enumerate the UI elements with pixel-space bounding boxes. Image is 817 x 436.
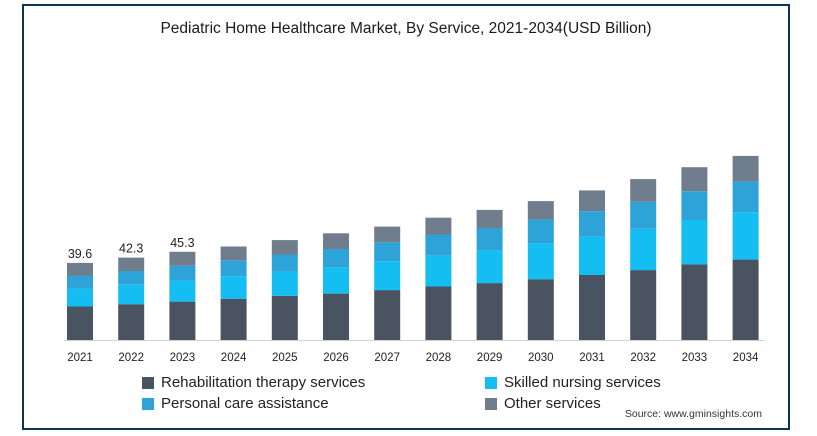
chart-frame: Pediatric Home Healthcare Market, By Ser… [22,4,790,430]
bar-segment-2026-series-0 [323,293,349,340]
bar-segment-2027-series-3 [374,226,401,243]
x-tick-label-2029: 2029 [477,352,503,364]
x-tick-label-2022: 2022 [118,352,144,364]
x-tick-label-2033: 2033 [682,352,708,364]
x-tick-label-2026: 2026 [323,352,349,364]
bar-segment-2031-series-3 [579,190,605,211]
bar-segment-2029-series-1 [476,250,503,284]
x-tick-label-2034: 2034 [733,352,759,364]
chart-title: Pediatric Home Healthcare Market, By Ser… [160,20,652,37]
x-tick-label-2027: 2027 [374,352,400,364]
bar-segment-2025-series-1 [271,271,298,296]
bar-segment-2022-series-3 [118,257,145,271]
x-tick-label-2023: 2023 [170,352,196,364]
x-tick-label-2032: 2032 [630,352,656,364]
bar-segment-2025-series-3 [271,240,298,255]
x-tick-label-2025: 2025 [272,352,298,364]
bar-segment-2033-series-2 [681,191,708,220]
bar-segment-2024-series-3 [220,246,247,261]
legend-swatch-other-services [485,397,497,410]
bar-segment-2029-series-2 [476,228,503,251]
bar-segment-2023-series-0 [169,301,196,340]
legend-swatch-personal-care [142,397,154,410]
bar-segment-2034-series-0 [732,259,759,340]
bar-segment-2032-series-1 [630,228,657,271]
legend-item-rehabilitation: Rehabilitation therapy services [142,374,365,391]
bar-segment-2027-series-1 [374,261,401,291]
bar-segment-2027-series-0 [374,290,401,340]
bar-segment-2032-series-2 [630,201,657,229]
bar-segment-2030-series-1 [527,243,554,280]
bar-segment-2033-series-0 [681,264,708,340]
bar-segment-2033-series-1 [681,220,708,265]
legend-swatch-rehabilitation [142,376,154,389]
bar-segment-2028-series-2 [425,234,452,256]
bar-segment-2023-series-1 [169,280,196,302]
x-tick-label-2028: 2028 [426,352,452,364]
bar-segment-2029-series-0 [476,283,503,340]
bar-segment-2023-series-3 [169,251,196,266]
bar-segment-2025-series-0 [271,295,298,340]
bar-segment-2021-series-3 [67,262,93,276]
bar-segment-2034-series-1 [732,212,759,260]
bar-segment-2034-series-3 [732,155,759,182]
bar-segment-2023-series-2 [169,265,196,281]
bar-segment-2022-series-1 [118,284,145,305]
bar-segment-2024-series-2 [220,260,247,277]
bar-segment-2031-series-2 [579,211,605,237]
bar-segment-2033-series-3 [681,167,708,192]
x-tick-label-2024: 2024 [221,352,247,364]
bar-segment-2026-series-3 [323,233,349,250]
x-tick-label-2030: 2030 [528,352,554,364]
data-label-2021: 39.6 [68,247,92,261]
legend-swatch-skilled-nursing [485,376,497,389]
bar-segment-2022-series-2 [118,271,145,285]
bar-segment-2028-series-0 [425,286,452,340]
legend-label-other-services: Other services [504,395,601,412]
legend-label-rehabilitation: Rehabilitation therapy services [161,374,366,391]
bar-segment-2025-series-2 [271,254,298,272]
bar-chart: 39.6 2021 42.3 2022 45.3 2023 2024 2025 2026 2027… [64,155,764,364]
legend-item-skilled-nursing: Skilled nursing services [485,374,661,391]
bar-segment-2026-series-2 [323,249,349,268]
data-label-2022: 42.3 [119,242,143,256]
bar-segment-2032-series-3 [630,179,657,202]
bar-segment-2030-series-0 [527,279,554,340]
bar-segment-2031-series-0 [579,274,605,340]
bar-segment-2024-series-1 [220,276,247,299]
legend-label-skilled-nursing: Skilled nursing services [504,374,661,391]
x-tick-label-2021: 2021 [67,352,93,364]
bar-segment-2029-series-3 [476,209,503,228]
legend-item-other-services: Other services [485,395,601,412]
bar-segment-2030-series-3 [527,201,554,220]
bar-segment-2028-series-1 [425,255,452,287]
legend-label-personal-care: Personal care assistance [161,395,329,412]
bar-segment-2026-series-1 [323,267,349,294]
bar-segment-2021-series-1 [67,288,93,307]
x-tick-label-2031: 2031 [579,352,605,364]
source-note: Source: www.gminsights.com [624,408,762,420]
bar-segment-2034-series-2 [732,181,759,213]
bar-segment-2032-series-0 [630,270,657,340]
bar-segment-2024-series-0 [220,298,247,340]
data-label-2023: 45.3 [170,236,194,250]
legend-item-personal-care: Personal care assistance [142,395,329,412]
bar-segment-2021-series-2 [67,275,93,289]
bar-segment-2031-series-1 [579,236,605,275]
bar-segment-2030-series-2 [527,219,554,244]
bar-segment-2022-series-0 [118,304,145,340]
bar-segment-2028-series-3 [425,217,452,235]
bar-segment-2027-series-2 [374,242,401,262]
bar-segment-2021-series-0 [67,306,93,340]
